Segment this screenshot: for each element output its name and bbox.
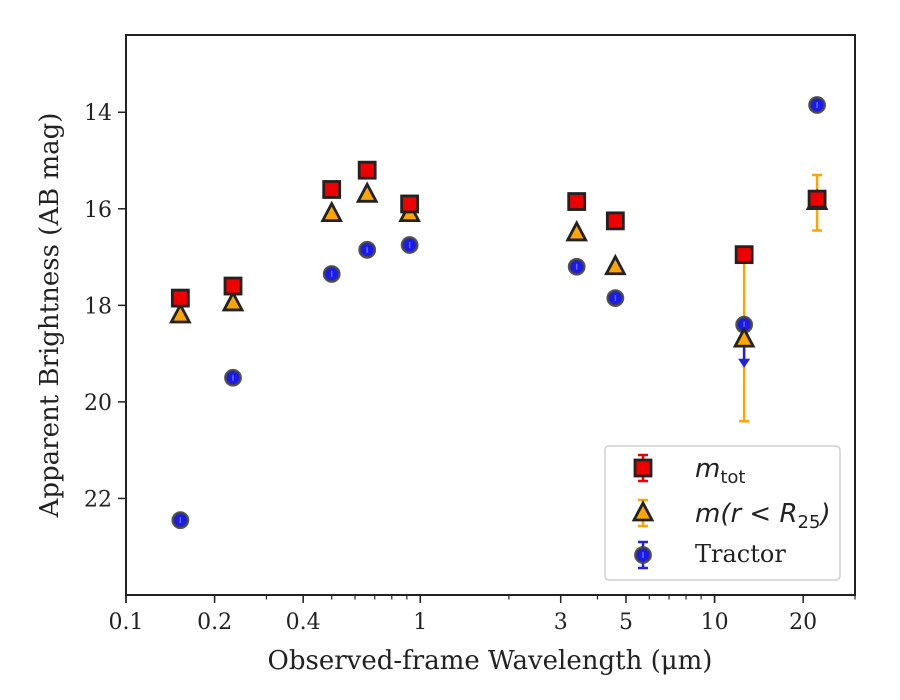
x-tick-label: 0.1: [109, 610, 144, 635]
point-square: [322, 180, 342, 199]
y-axis-label: Apparent Brightness (AB mag): [35, 113, 65, 519]
error-bars: [738, 173, 823, 423]
point-triangle: [565, 219, 589, 242]
axis-ticks: 0.1 0.2 0.4 1 3 5 10 20 14 16 18 20 22: [84, 101, 856, 635]
legend-label-mtot: mtot: [695, 454, 745, 488]
x-tick-label: 0.4: [286, 610, 321, 635]
point-square: [567, 192, 587, 211]
x-tick-label: 3: [554, 610, 568, 635]
legend-marker-triangle: [631, 500, 655, 522]
point-triangle: [604, 253, 627, 276]
x-tick-label: 0.2: [197, 610, 232, 635]
legend-markers: [631, 453, 655, 570]
x-tick-label: 5: [619, 610, 633, 635]
point-square: [807, 189, 827, 209]
point-triangle: [169, 302, 192, 324]
point-triangle: [320, 200, 344, 223]
y-tick-label: 20: [84, 391, 112, 416]
point-square: [223, 276, 243, 296]
data-points: [169, 96, 829, 530]
legend-label-tractor: Tractor: [695, 540, 786, 568]
point-square: [605, 211, 625, 231]
point-triangle: [355, 181, 379, 203]
point-triangle: [732, 326, 756, 348]
legend-marker-square: [633, 458, 653, 478]
point-triangle: [221, 289, 245, 312]
upper-limit-arrow: [738, 358, 751, 368]
x-tick-label: 1: [413, 610, 427, 635]
legend: mtot m(r < R25) Tractor: [604, 445, 841, 581]
legend-label-m-r25: m(r < R25): [695, 499, 831, 533]
point-square: [170, 288, 190, 308]
point-square: [400, 194, 420, 214]
x-tick-label: 20: [789, 610, 817, 635]
plot-frame: [125, 34, 856, 596]
x-tick-label: 10: [701, 610, 729, 635]
legend-box: [604, 445, 841, 581]
y-tick-label: 18: [84, 294, 112, 319]
point-square: [734, 245, 754, 265]
y-tick-label: 16: [84, 198, 112, 223]
point-square: [357, 160, 377, 180]
y-tick-label: 14: [84, 101, 112, 126]
x-axis-label: Observed-frame Wavelength (μm): [268, 646, 713, 676]
y-tick-label: 22: [84, 487, 112, 512]
